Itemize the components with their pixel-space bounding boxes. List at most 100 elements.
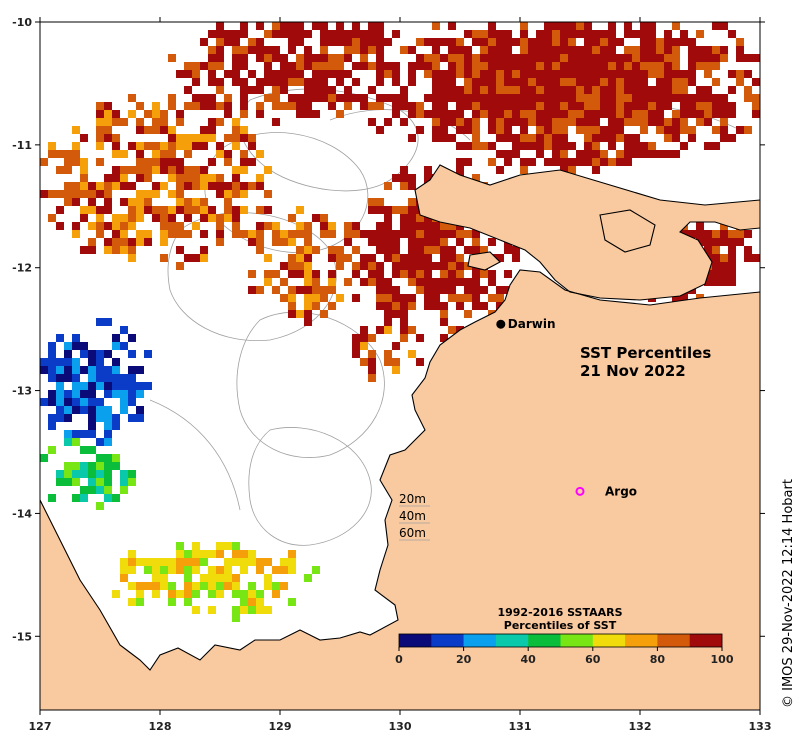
sst-pixel (136, 406, 144, 414)
sst-pixel (96, 222, 104, 230)
sst-pixel (72, 150, 80, 158)
sst-pixel (328, 102, 336, 110)
sst-pixel (104, 430, 112, 438)
sst-pixel (360, 334, 368, 342)
sst-pixel (328, 54, 336, 62)
sst-pixel (560, 46, 568, 54)
sst-pixel (648, 150, 656, 158)
sst-pixel (184, 230, 192, 238)
sst-pixel (576, 46, 584, 54)
sst-pixel (400, 230, 408, 238)
coastline (40, 164, 760, 671)
sst-pixel (664, 54, 672, 62)
sst-pixel (56, 398, 64, 406)
sst-pixel (688, 110, 696, 118)
sst-pixel (416, 126, 424, 134)
sst-pixel (288, 94, 296, 102)
sst-pixel (160, 214, 168, 222)
sst-pixel (48, 390, 56, 398)
sst-pixel (152, 150, 160, 158)
sst-pixel (600, 126, 608, 134)
sst-pixel (368, 46, 376, 54)
sst-pixel (720, 254, 728, 262)
sst-pixel (80, 486, 88, 494)
sst-pixel (288, 294, 296, 302)
sst-pixel (432, 78, 440, 86)
sst-pixel (512, 54, 520, 62)
sst-pixel (376, 270, 384, 278)
sst-pixel (576, 158, 584, 166)
sst-pixel (360, 254, 368, 262)
sst-pixel (448, 262, 456, 270)
sst-pixel (464, 94, 472, 102)
sst-pixel (224, 110, 232, 118)
sst-pixel (392, 94, 400, 102)
sst-pixel (176, 70, 184, 78)
sst-pixel (136, 558, 144, 566)
sst-pixel (232, 142, 240, 150)
sst-pixel (240, 30, 248, 38)
sst-pixel (128, 198, 136, 206)
sst-pixel (352, 62, 360, 70)
sst-pixel (664, 30, 672, 38)
sst-pixel (640, 86, 648, 94)
sst-pixel (184, 86, 192, 94)
argo-label: Argo (605, 484, 637, 498)
sst-pixel (632, 30, 640, 38)
sst-pixel (712, 62, 720, 70)
sst-pixel (680, 102, 688, 110)
land-islet (468, 252, 500, 270)
sst-pixel (360, 102, 368, 110)
sst-pixel (240, 86, 248, 94)
sst-pixel (632, 110, 640, 118)
sst-pixel (160, 118, 168, 126)
sst-pixel (264, 166, 272, 174)
sst-pixel (160, 238, 168, 246)
sst-pixel (616, 94, 624, 102)
sst-pixel (744, 126, 752, 134)
sst-pixel (408, 222, 416, 230)
sst-pixel (440, 54, 448, 62)
sst-pixel (80, 214, 88, 222)
sst-pixel (352, 350, 360, 358)
sst-pixel (520, 134, 528, 142)
sst-pixel (704, 46, 712, 54)
sst-pixel (320, 214, 328, 222)
sst-pixel (120, 118, 128, 126)
sst-pixel (536, 38, 544, 46)
sst-pixel (712, 46, 720, 54)
sst-pixel (152, 166, 160, 174)
sst-pixel (248, 598, 256, 606)
sst-pixel (256, 286, 264, 294)
sst-pixel (448, 22, 456, 30)
sst-pixel (520, 78, 528, 86)
sst-pixel (576, 102, 584, 110)
sst-pixel (200, 38, 208, 46)
sst-pixel (568, 102, 576, 110)
sst-pixel (424, 110, 432, 118)
sst-pixel (728, 270, 736, 278)
sst-pixel (64, 438, 72, 446)
sst-pixel (376, 70, 384, 78)
sst-pixel (336, 254, 344, 262)
sst-pixel (456, 294, 464, 302)
sst-pixel (640, 70, 648, 78)
sst-pixel (720, 126, 728, 134)
sst-pixel (88, 446, 96, 454)
sst-pixel (64, 414, 72, 422)
sst-pixel (656, 54, 664, 62)
sst-pixel (56, 206, 64, 214)
sst-pixel (208, 566, 216, 574)
sst-pixel (264, 278, 272, 286)
sst-pixel (464, 246, 472, 254)
sst-pixel (88, 190, 96, 198)
sst-pixel (536, 46, 544, 54)
sst-pixel (592, 46, 600, 54)
sst-pixel (80, 470, 88, 478)
sst-pixel (448, 222, 456, 230)
sst-pixel (656, 46, 664, 54)
sst-pixel (752, 78, 760, 86)
sst-pixel (568, 38, 576, 46)
sst-pixel (72, 126, 80, 134)
